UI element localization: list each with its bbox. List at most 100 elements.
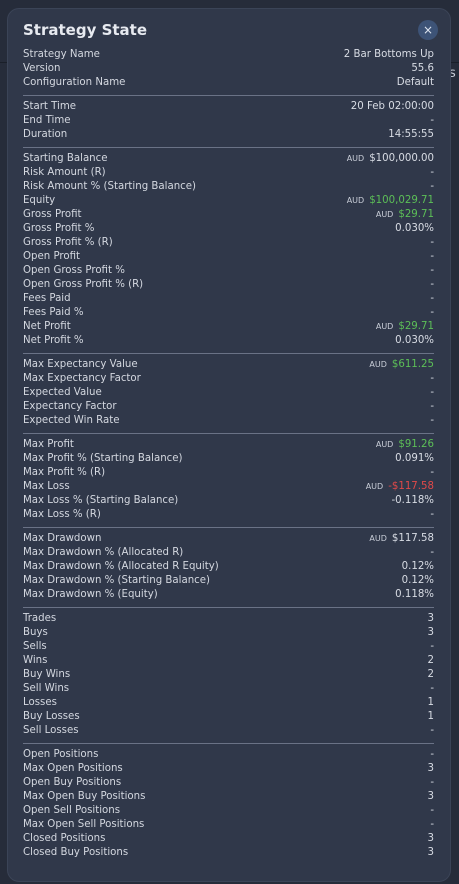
stat-value: $29.71 bbox=[398, 321, 434, 332]
stat-row: Risk Amount % (Starting Balance) - bbox=[23, 180, 434, 194]
stat-row: Starting Balance AUD $100,000.00 bbox=[23, 152, 434, 166]
stat-label: Max Drawdown % (Starting Balance) bbox=[23, 575, 211, 586]
stat-value: 0.091% bbox=[395, 453, 434, 464]
stat-value-group: - bbox=[430, 400, 434, 414]
stat-value: - bbox=[430, 181, 434, 192]
stat-value-group: 1 bbox=[428, 710, 434, 724]
stat-value-group: 14:55:55 bbox=[388, 128, 434, 142]
stat-label: Risk Amount % (Starting Balance) bbox=[23, 181, 197, 192]
stat-label: Expected Value bbox=[23, 387, 102, 398]
backdrop-text: s bbox=[449, 66, 456, 81]
stat-label: Equity bbox=[23, 195, 56, 206]
close-button[interactable]: × bbox=[418, 20, 438, 40]
stat-label: Max Profit % (Starting Balance) bbox=[23, 453, 183, 464]
stat-row: Max Profit AUD $91.26 bbox=[23, 438, 434, 452]
stat-row: Equity AUD $100,029.71 bbox=[23, 194, 434, 208]
stat-value-group: 0.091% bbox=[395, 452, 434, 466]
stat-row: Buy Losses 1 bbox=[23, 710, 434, 724]
stat-row: Expected Value - bbox=[23, 386, 434, 400]
stat-label: Open Profit bbox=[23, 251, 81, 262]
currency-code: AUD bbox=[346, 196, 365, 205]
stat-row: Net Profit % 0.030% bbox=[23, 334, 434, 348]
stat-value-group: Default bbox=[397, 76, 434, 90]
stat-label: Max Profit % (R) bbox=[23, 467, 106, 478]
currency-code: AUD bbox=[365, 482, 384, 491]
stat-label: Wins bbox=[23, 655, 48, 666]
stat-label: Sell Losses bbox=[23, 725, 79, 736]
stat-value-group: 3 bbox=[428, 626, 434, 640]
stat-value-group: -0.118% bbox=[391, 494, 434, 508]
stat-label: Open Gross Profit % bbox=[23, 265, 125, 276]
stat-label: Sells bbox=[23, 641, 47, 652]
stat-value: - bbox=[430, 167, 434, 178]
stat-value: - bbox=[430, 725, 434, 736]
stat-value-group: 3 bbox=[428, 846, 434, 860]
stat-row: Sell Wins - bbox=[23, 682, 434, 696]
stat-value-group: - bbox=[430, 278, 434, 292]
stat-value: - bbox=[430, 387, 434, 398]
stat-row: Max Expectancy Value AUD $611.25 bbox=[23, 358, 434, 372]
stat-label: Net Profit bbox=[23, 321, 71, 332]
stat-label: Starting Balance bbox=[23, 153, 108, 164]
stat-value: $91.26 bbox=[398, 439, 434, 450]
section-divider bbox=[23, 147, 434, 148]
stat-value: $100,000.00 bbox=[369, 153, 434, 164]
stat-row: Gross Profit AUD $29.71 bbox=[23, 208, 434, 222]
stat-row: Expectancy Factor - bbox=[23, 400, 434, 414]
stat-value-group: AUD -$117.58 bbox=[366, 480, 434, 494]
stat-row: Expected Win Rate - bbox=[23, 414, 434, 428]
stat-value: - bbox=[430, 373, 434, 384]
stats-section: Max Expectancy Value AUD $611.25 Max Expect… bbox=[23, 358, 434, 428]
stat-row: Max Expectancy Factor - bbox=[23, 372, 434, 386]
stat-value-group: AUD $117.58 bbox=[369, 532, 434, 546]
strategy-state-panel: Strategy State × Strategy Name 2 Bar Bott… bbox=[7, 8, 451, 882]
stat-value: -$117.58 bbox=[388, 481, 434, 492]
stat-label: Expected Win Rate bbox=[23, 415, 120, 426]
stat-row: Max Loss % (Starting Balance) -0.118% bbox=[23, 494, 434, 508]
stat-label: Max Profit bbox=[23, 439, 74, 450]
stat-value-group: - bbox=[430, 818, 434, 832]
stat-value: 3 bbox=[427, 627, 434, 638]
stat-row: Fees Paid % - bbox=[23, 306, 434, 320]
stat-label: Strategy Name bbox=[23, 49, 100, 60]
stat-row: Open Profit - bbox=[23, 250, 434, 264]
stat-row: Max Drawdown % (Starting Balance) 0.12% bbox=[23, 574, 434, 588]
stat-value-group: AUD $29.71 bbox=[376, 320, 434, 334]
stat-value-group: - bbox=[430, 748, 434, 762]
stat-value: 14:55:55 bbox=[388, 129, 434, 140]
stat-value: - bbox=[430, 467, 434, 478]
stat-row: Start Time 20 Feb 02:00:00 bbox=[23, 100, 434, 114]
stat-value-group: - bbox=[430, 386, 434, 400]
stat-value-group: 0.12% bbox=[402, 560, 434, 574]
stat-label: Risk Amount (R) bbox=[23, 167, 106, 178]
stat-row: Losses 1 bbox=[23, 696, 434, 710]
stat-value-group: 55.6 bbox=[411, 62, 434, 76]
stat-value: 0.12% bbox=[401, 561, 434, 572]
stat-label: Closed Positions bbox=[23, 833, 106, 844]
stat-value-group: - bbox=[430, 250, 434, 264]
stat-row: Open Positions - bbox=[23, 748, 434, 762]
stat-value-group: - bbox=[430, 682, 434, 696]
stat-value: - bbox=[430, 293, 434, 304]
stat-label: Max Loss % (Starting Balance) bbox=[23, 495, 179, 506]
stats-list: Strategy Name 2 Bar Bottoms Up Version 55.6… bbox=[23, 48, 434, 860]
stat-value: 0.118% bbox=[395, 589, 434, 600]
stat-value-group: - bbox=[430, 466, 434, 480]
stat-row: Duration 14:55:55 bbox=[23, 128, 434, 142]
stats-section: Max Drawdown AUD $117.58 Max Drawdown % (Al… bbox=[23, 532, 434, 602]
stat-value: $611.25 bbox=[391, 359, 434, 370]
stat-row: Gross Profit % 0.030% bbox=[23, 222, 434, 236]
stat-row: Closed Buy Positions 3 bbox=[23, 846, 434, 860]
stat-row: Max Open Buy Positions 3 bbox=[23, 790, 434, 804]
section-divider bbox=[23, 353, 434, 354]
stat-row: Closed Positions 3 bbox=[23, 832, 434, 846]
stat-label: Net Profit % bbox=[23, 335, 84, 346]
stat-value: 3 bbox=[427, 833, 434, 844]
stat-row: Sells - bbox=[23, 640, 434, 654]
stat-row: Max Loss AUD -$117.58 bbox=[23, 480, 434, 494]
stat-value-group: - bbox=[430, 414, 434, 428]
stat-value-group: 2 Bar Bottoms Up bbox=[344, 48, 434, 62]
stat-label: Max Open Positions bbox=[23, 763, 123, 774]
stat-value: 3 bbox=[427, 763, 434, 774]
section-divider bbox=[23, 743, 434, 744]
